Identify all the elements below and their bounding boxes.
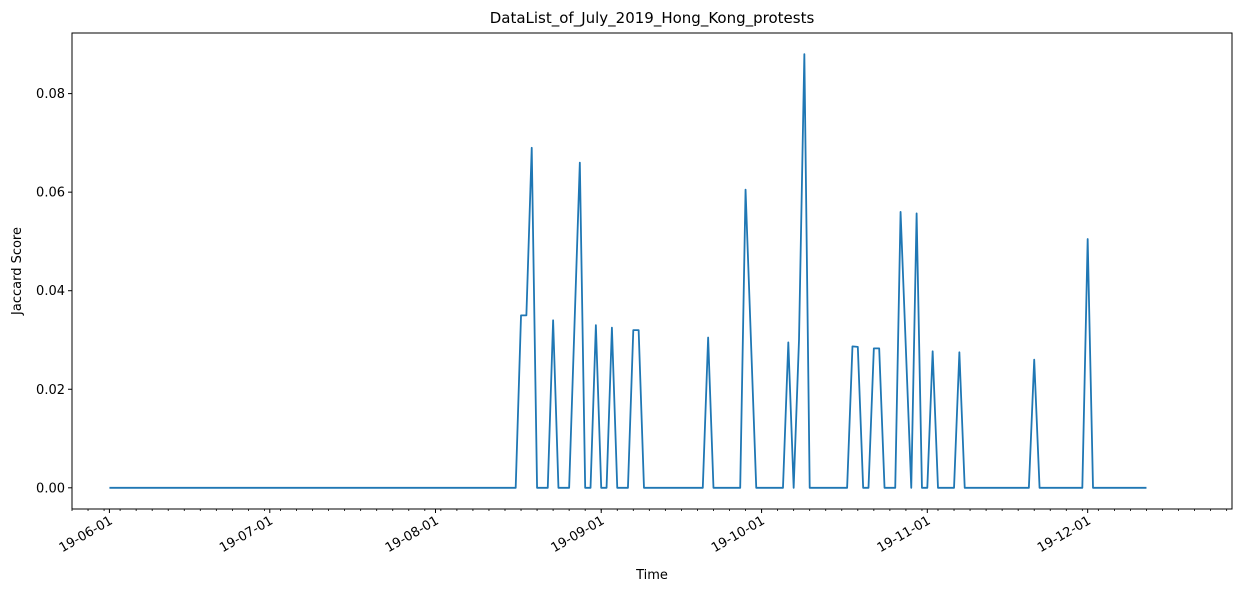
- y-tick-label: 0.02: [36, 383, 65, 398]
- x-tick-label: 19-07-01: [217, 513, 276, 555]
- series-line: [109, 53, 1147, 489]
- x-tick-label: 19-12-01: [1035, 513, 1094, 555]
- x-axis-ticks: 19-06-01 19-07-01 19-08-01 19-09-01 19-10-01…: [57, 509, 1094, 556]
- x-tick-label: 19-10-01: [709, 513, 768, 555]
- plot-frame: [71, 32, 1233, 510]
- y-tick-label: 0.08: [36, 87, 65, 102]
- x-tick-label: 19-09-01: [549, 513, 608, 555]
- y-tick-label: 0.06: [36, 186, 65, 201]
- y-axis-label: Jaccard Score: [10, 227, 25, 316]
- x-tick-label: 19-06-01: [57, 513, 116, 555]
- chart-title: DataList_of_July_2019_Hong_Kong_protests: [490, 9, 815, 28]
- x-tick-label: 19-11-01: [875, 513, 934, 555]
- y-tick-label: 0.04: [36, 284, 65, 299]
- y-axis-ticks: 0.00 0.02 0.04 0.06 0.08: [36, 87, 72, 496]
- x-tick-label: 19-08-01: [383, 513, 442, 555]
- y-tick-label: 0.00: [36, 481, 65, 496]
- x-axis-label: Time: [635, 568, 668, 583]
